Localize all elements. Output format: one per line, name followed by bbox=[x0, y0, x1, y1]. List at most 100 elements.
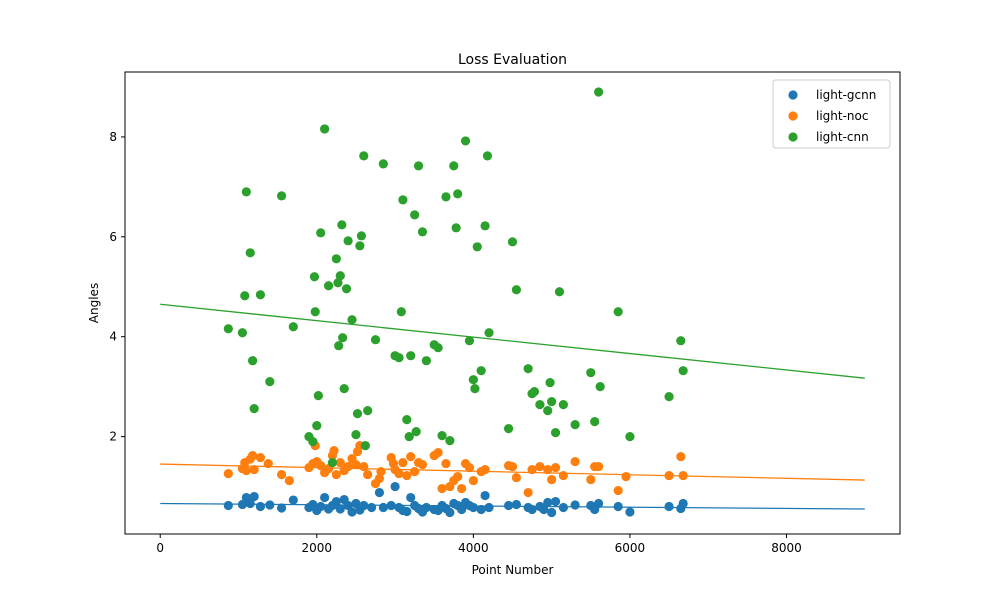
data-point-light-noc-20 bbox=[331, 469, 341, 480]
data-point-light-cnn-59 bbox=[453, 189, 463, 199]
data-point-light-cnn-91 bbox=[678, 366, 688, 376]
data-point-light-noc-59 bbox=[523, 487, 533, 498]
data-point-light-noc-65 bbox=[558, 470, 568, 481]
data-point-light-noc-28 bbox=[359, 461, 369, 472]
data-point-light-gcnn-0 bbox=[223, 500, 233, 511]
data-point-light-noc-39 bbox=[406, 451, 416, 462]
trendlines bbox=[160, 303, 865, 510]
data-point-light-cnn-61 bbox=[464, 336, 475, 346]
data-point-light-cnn-35 bbox=[359, 151, 369, 161]
data-point-light-gcnn-32 bbox=[406, 492, 416, 503]
data-point-light-gcnn-4 bbox=[249, 491, 259, 502]
data-point-light-noc-50 bbox=[457, 483, 467, 494]
x-tick-label-6000: 6000 bbox=[615, 541, 646, 555]
data-point-light-noc-53 bbox=[468, 475, 478, 486]
data-point-light-cnn-7 bbox=[255, 290, 266, 300]
legend-marker-light-cnn bbox=[788, 132, 798, 142]
data-point-light-noc-29 bbox=[363, 469, 373, 480]
data-point-light-cnn-39 bbox=[378, 159, 388, 169]
data-point-light-gcnn-25 bbox=[374, 487, 385, 498]
data-point-light-cnn-84 bbox=[590, 417, 600, 427]
data-point-light-gcnn-60 bbox=[558, 502, 568, 513]
data-point-light-noc-63 bbox=[547, 474, 557, 485]
data-point-light-cnn-44 bbox=[402, 415, 412, 425]
data-point-light-noc-44 bbox=[433, 447, 443, 458]
data-point-light-noc-21 bbox=[335, 457, 345, 468]
data-point-light-cnn-77 bbox=[545, 378, 555, 388]
data-point-light-cnn-65 bbox=[476, 366, 486, 376]
data-point-light-cnn-32 bbox=[352, 409, 363, 419]
data-point-light-cnn-4 bbox=[245, 248, 255, 258]
legend-label-light-gcnn: light-gcnn bbox=[816, 88, 876, 102]
data-point-light-cnn-79 bbox=[550, 428, 561, 438]
y-tick-label-2: 2 bbox=[109, 430, 117, 444]
legend: light-gcnn light-noc light-cnn bbox=[772, 79, 891, 149]
data-point-light-gcnn-57 bbox=[543, 497, 553, 508]
data-point-light-cnn-0 bbox=[223, 324, 233, 334]
data-point-light-gcnn-50 bbox=[484, 502, 494, 513]
data-point-light-cnn-41 bbox=[394, 353, 404, 363]
data-point-light-noc-10 bbox=[284, 475, 294, 486]
y-tick-label-6: 6 bbox=[109, 230, 117, 244]
data-point-light-cnn-26 bbox=[338, 333, 348, 343]
data-point-light-gcnn-61 bbox=[570, 500, 580, 510]
data-point-light-noc-25 bbox=[351, 459, 361, 470]
legend-marker-light-gcnn bbox=[788, 90, 798, 100]
data-point-light-noc-19 bbox=[329, 445, 339, 456]
data-point-light-gcnn-66 bbox=[625, 507, 635, 517]
series-light-noc bbox=[223, 441, 688, 498]
series-light-cnn bbox=[223, 87, 688, 468]
data-point-light-cnn-58 bbox=[451, 223, 461, 233]
x-tick-label-8000: 8000 bbox=[771, 541, 802, 555]
data-point-light-noc-9 bbox=[276, 469, 287, 480]
data-point-light-cnn-2 bbox=[240, 291, 250, 301]
data-point-light-noc-62 bbox=[543, 464, 553, 475]
data-point-light-cnn-13 bbox=[309, 272, 320, 282]
chart-title: Loss Evaluation bbox=[458, 52, 567, 68]
data-point-light-cnn-66 bbox=[480, 221, 490, 231]
data-point-light-cnn-70 bbox=[507, 237, 518, 247]
data-point-light-gcnn-64 bbox=[594, 498, 604, 509]
data-point-light-cnn-36 bbox=[360, 441, 370, 451]
data-point-light-cnn-12 bbox=[308, 437, 318, 447]
data-point-light-cnn-50 bbox=[417, 227, 428, 237]
data-point-light-cnn-10 bbox=[288, 322, 298, 332]
data-point-light-cnn-25 bbox=[337, 220, 347, 230]
data-point-light-cnn-54 bbox=[437, 431, 447, 441]
data-point-light-cnn-76 bbox=[543, 406, 553, 416]
data-point-light-cnn-67 bbox=[482, 151, 493, 161]
y-tick-label-4: 4 bbox=[109, 330, 117, 344]
data-point-light-gcnn-56 bbox=[539, 504, 549, 515]
data-point-light-noc-67 bbox=[586, 474, 596, 485]
data-point-light-noc-5 bbox=[248, 450, 258, 461]
data-point-light-gcnn-20 bbox=[347, 507, 357, 517]
data-point-light-gcnn-41 bbox=[445, 507, 455, 518]
x-axis-title: Point Number bbox=[472, 563, 554, 577]
data-point-light-cnn-78 bbox=[547, 397, 557, 407]
data-point-light-noc-58 bbox=[511, 472, 522, 483]
data-point-light-gcnn-36 bbox=[421, 502, 431, 513]
y-tick-label-8: 8 bbox=[109, 130, 117, 144]
data-point-light-gcnn-58 bbox=[547, 507, 557, 518]
data-point-light-noc-32 bbox=[376, 466, 386, 477]
data-point-light-noc-31 bbox=[374, 473, 385, 484]
data-point-light-cnn-15 bbox=[312, 421, 322, 431]
data-point-light-cnn-56 bbox=[445, 436, 455, 446]
data-point-light-cnn-57 bbox=[449, 161, 459, 171]
data-point-light-noc-70 bbox=[613, 485, 623, 496]
data-point-light-cnn-82 bbox=[570, 420, 580, 430]
trendline-light-cnn bbox=[160, 303, 865, 379]
data-point-light-noc-46 bbox=[441, 458, 451, 469]
data-point-light-cnn-74 bbox=[529, 387, 540, 397]
data-point-light-cnn-71 bbox=[511, 285, 522, 295]
data-point-light-cnn-16 bbox=[313, 391, 323, 401]
data-point-light-gcnn-7 bbox=[276, 503, 287, 513]
data-point-light-gcnn-26 bbox=[378, 502, 388, 513]
data-point-light-cnn-1 bbox=[237, 328, 248, 338]
data-point-light-gcnn-49 bbox=[480, 490, 490, 501]
data-point-light-noc-61 bbox=[535, 461, 545, 472]
data-point-light-noc-37 bbox=[398, 457, 408, 468]
data-point-light-cnn-28 bbox=[341, 284, 352, 294]
data-point-light-gcnn-67 bbox=[664, 501, 674, 512]
data-point-light-cnn-90 bbox=[676, 336, 686, 346]
